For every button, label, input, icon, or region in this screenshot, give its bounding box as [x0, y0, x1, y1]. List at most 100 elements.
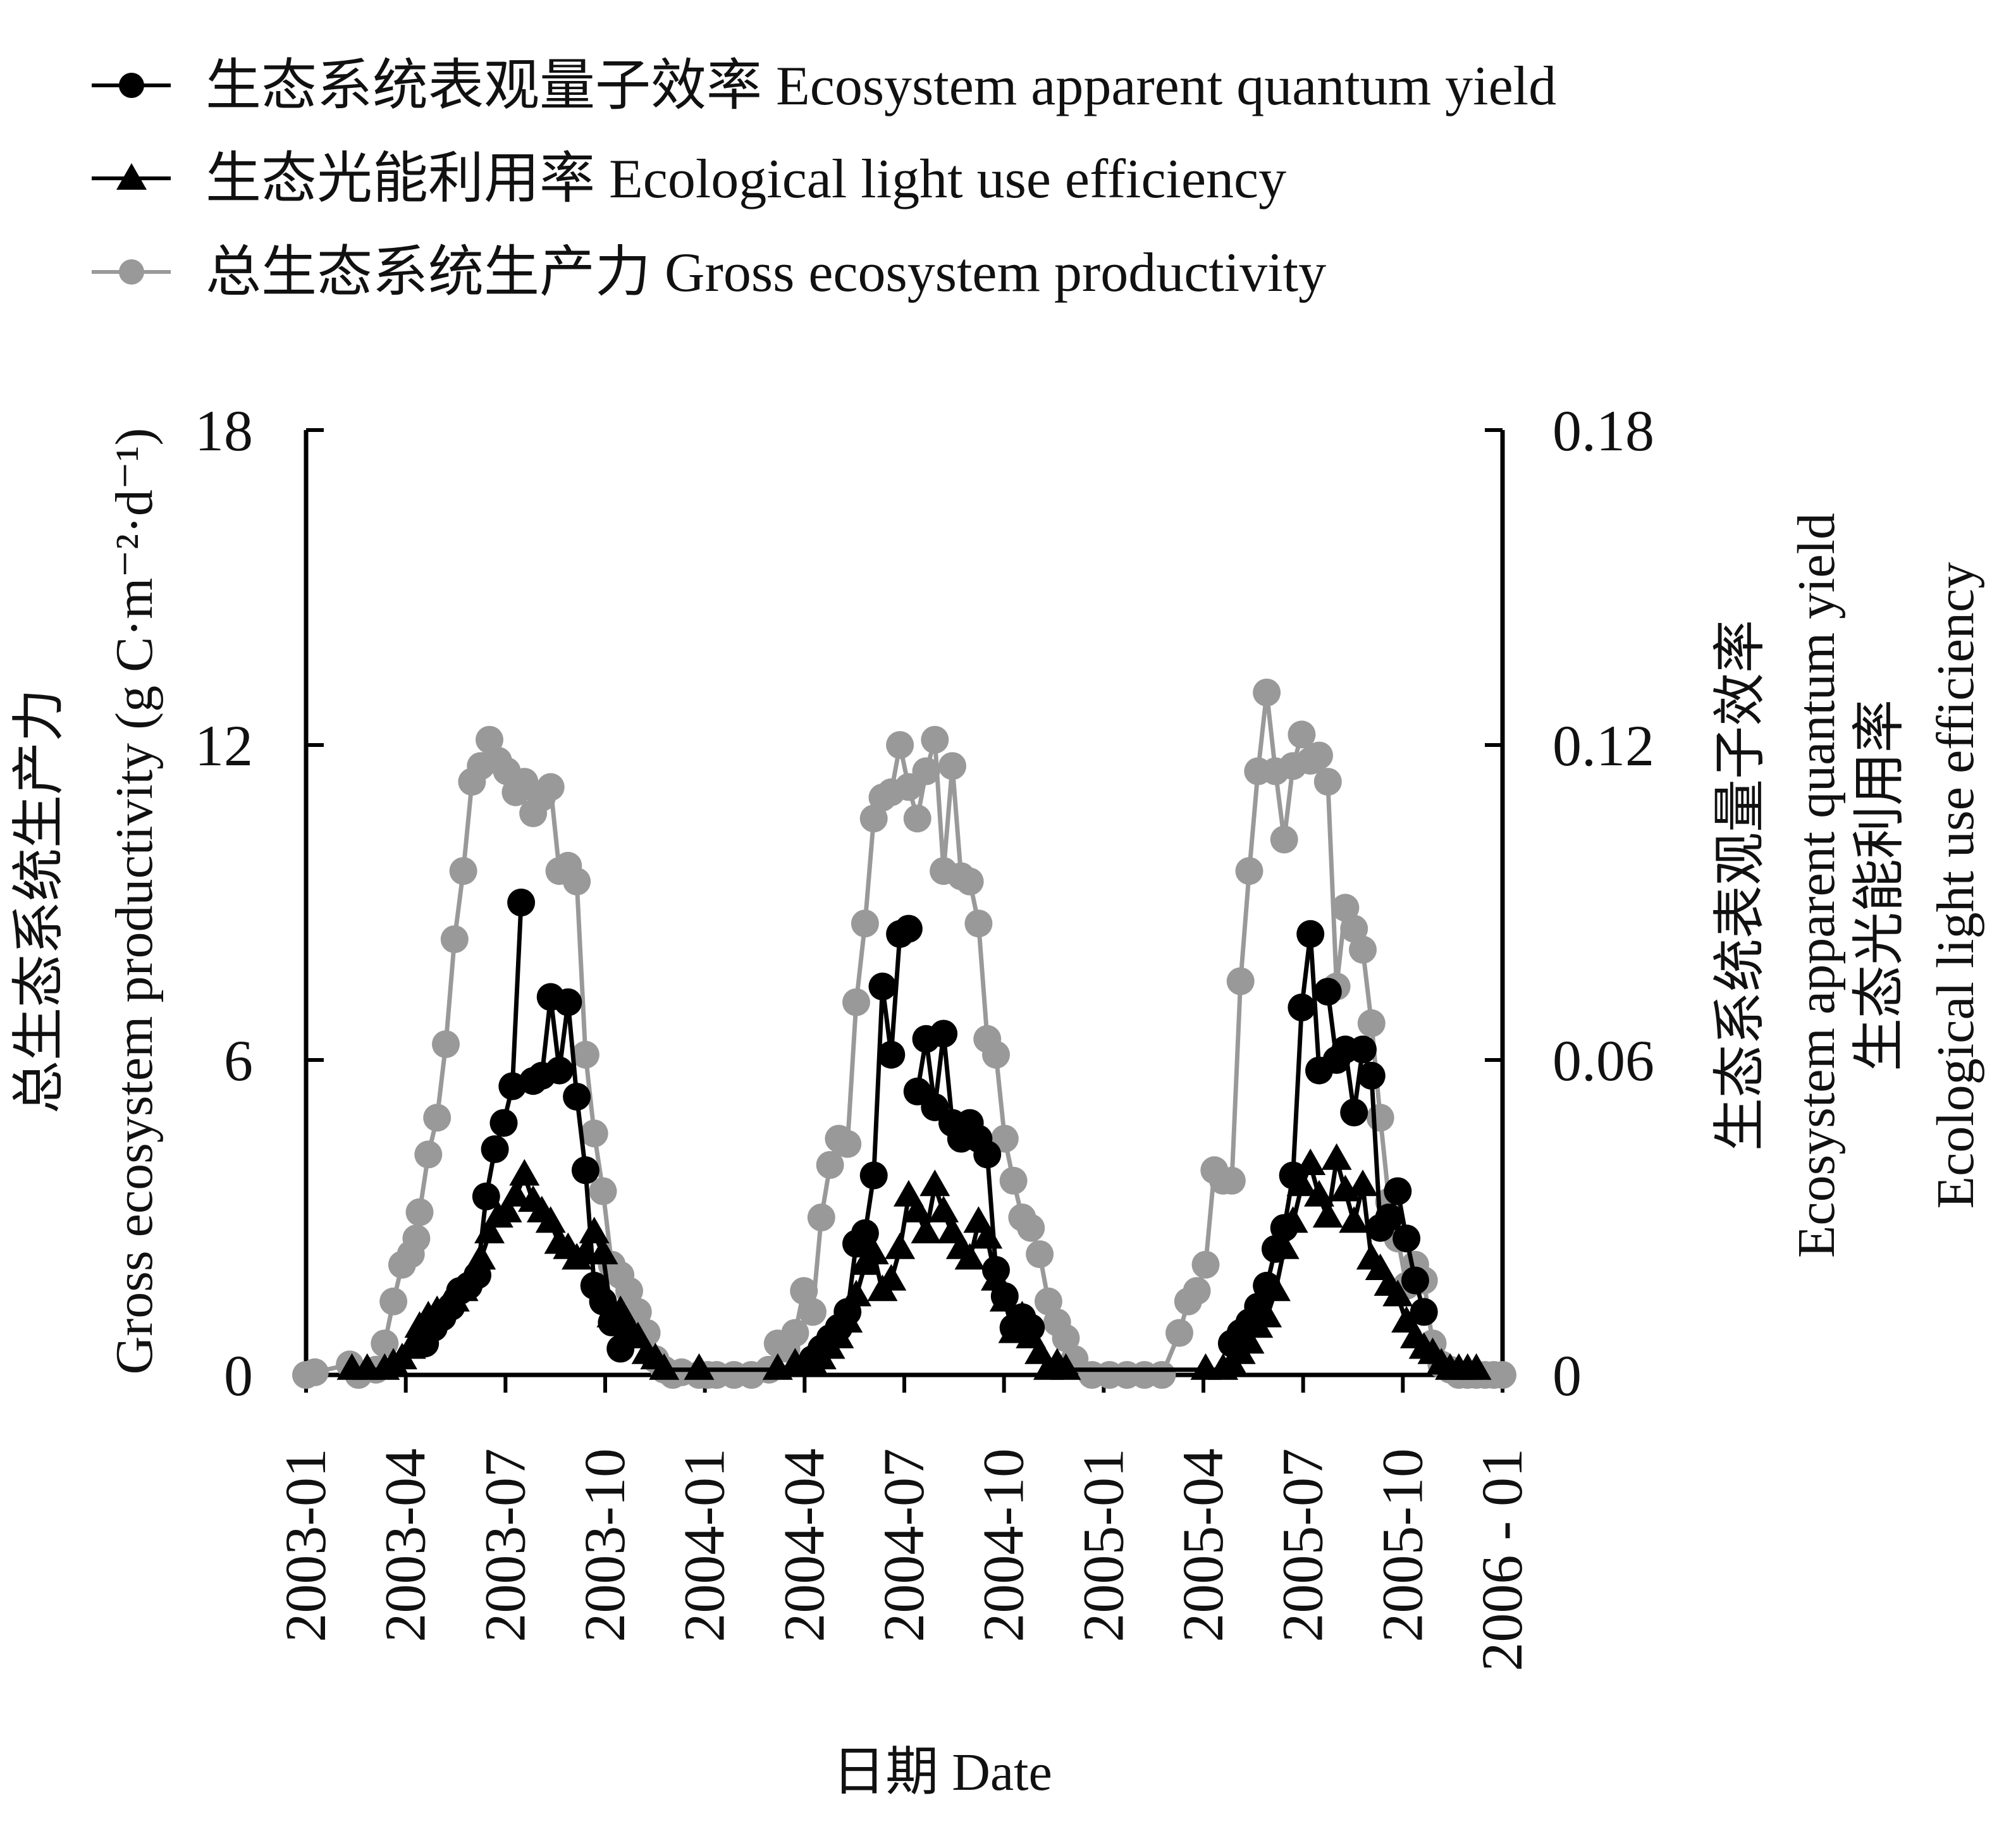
gep-point	[1226, 967, 1255, 995]
x-tick-label: 2004-10	[971, 1448, 1036, 1642]
light-use-point	[457, 1259, 488, 1286]
quantum-yield-point	[877, 1040, 906, 1069]
gep-point	[982, 1040, 1010, 1069]
legend-marker-light-use	[116, 163, 147, 190]
light-use-point	[989, 1284, 1020, 1312]
gep-point	[402, 1224, 431, 1253]
legend-label-gep: 总生态系统生产力 Gross ecosystem productivity	[206, 242, 1326, 304]
right-y-title-en-1: Ecosystem apparent quantum yield	[1787, 513, 1846, 1258]
gep-point	[414, 1140, 443, 1169]
light-use-point	[649, 1353, 680, 1380]
left-y-title: 总生态系统生产力	[10, 689, 69, 1114]
gep-point	[449, 857, 477, 885]
x-tick-label: 2003-01	[273, 1448, 338, 1642]
right-y-title-3: 生态光能利用率	[1850, 699, 1909, 1071]
gep-point	[807, 1204, 835, 1231]
gep-point	[781, 1319, 809, 1347]
gep-point	[1288, 720, 1316, 749]
light-use-point	[1269, 1232, 1300, 1259]
gep-point	[1253, 679, 1281, 706]
gep-point	[842, 988, 870, 1016]
gep-point	[956, 867, 984, 896]
quantum-yield-point	[1288, 994, 1316, 1021]
light-use-point	[500, 1180, 531, 1207]
legend-item-quantum-yield: 生态系统表观量子效率 Ecosystem apparent quantum yi…	[92, 56, 1556, 117]
gep-point	[859, 804, 888, 833]
gep-point	[563, 867, 591, 896]
gep-point	[799, 1298, 827, 1326]
legend-label-quantum-yield: 生态系统表观量子效率 Ecosystem apparent quantum yi…	[206, 56, 1556, 117]
x-tick-label: 2004-01	[672, 1448, 737, 1642]
gep-point	[1235, 857, 1263, 885]
light-use-point	[919, 1169, 950, 1197]
gep-point	[405, 1198, 434, 1226]
gep-point	[615, 1277, 643, 1305]
legend-item-light-use: 生态光能利用率 Ecological light use efficiency	[92, 149, 1286, 210]
light-use-point	[928, 1195, 959, 1223]
legend-marker-gep	[119, 259, 144, 285]
quantum-yield-point	[930, 1019, 958, 1048]
quantum-yield-point	[973, 1140, 1002, 1169]
quantum-yield-point	[1384, 1177, 1412, 1205]
light-use-point	[876, 1264, 907, 1291]
light-use-point	[885, 1232, 916, 1259]
light-use-point	[1461, 1353, 1492, 1380]
gep-point	[1366, 1104, 1394, 1132]
light-use-point	[1295, 1149, 1326, 1175]
gep-point	[1183, 1277, 1211, 1305]
gep-point	[1270, 825, 1298, 854]
light-use-point	[1234, 1327, 1265, 1354]
left-y-title-en-group: Gross ecosystem productivity (g C·m⁻²·d⁻…	[105, 428, 164, 1375]
gep-point	[1357, 1009, 1386, 1037]
gep-point	[1165, 1319, 1193, 1347]
quantum-yield-point	[1296, 920, 1325, 948]
gep-point	[938, 752, 966, 780]
quantum-yield-point	[472, 1182, 500, 1210]
quantum-yield-point	[851, 1219, 879, 1247]
quantum-yield-point	[1313, 978, 1342, 1006]
light-use-point	[1304, 1180, 1334, 1207]
light-use-point	[902, 1195, 933, 1223]
right-y-title-en-2: Ecological light use efficiency	[1926, 562, 1985, 1209]
gep-point	[903, 804, 931, 833]
quantum-yield-point	[481, 1135, 509, 1164]
x-tick-label: 2005-04	[1171, 1448, 1235, 1642]
left-y-title-zh: 总生态系统生产力	[10, 689, 69, 1114]
light-use-point	[1050, 1353, 1081, 1380]
light-use-point	[981, 1264, 1011, 1291]
legend-item-gep: 总生态系统生产力 Gross ecosystem productivity	[92, 242, 1326, 304]
x-tick-label: 2005-07	[1270, 1448, 1335, 1642]
gep-point	[851, 909, 879, 938]
light-use-point	[998, 1316, 1029, 1343]
gep-point	[886, 731, 914, 759]
right-tick-label: 0.18	[1552, 398, 1654, 463]
x-tick-label: 2005-10	[1370, 1448, 1434, 1642]
quantum-yield-point	[1357, 1061, 1386, 1090]
gep-point	[816, 1151, 844, 1179]
light-use-point	[684, 1353, 715, 1380]
x-tick-label: 2003-10	[572, 1448, 637, 1642]
gep-point	[912, 757, 940, 785]
quantum-yield-point	[1349, 1035, 1377, 1064]
x-tick-label: 2003-04	[373, 1448, 438, 1642]
gep-point	[1034, 1287, 1062, 1315]
light-use-point	[823, 1321, 854, 1348]
light-use-point	[1277, 1206, 1308, 1233]
quantum-yield-point	[1401, 1266, 1429, 1295]
right-y-title-zh-2: 生态光能利用率	[1850, 699, 1909, 1071]
gep-point	[1191, 1250, 1220, 1279]
quantum-yield-point	[894, 915, 923, 943]
light-use-point	[1286, 1169, 1317, 1197]
light-use-point	[1251, 1300, 1282, 1327]
gep-point	[580, 1119, 608, 1148]
gep-point	[921, 725, 949, 754]
gep-point	[1148, 1361, 1176, 1389]
left-y-ticks: 0 6 12 18	[195, 398, 324, 1408]
quantum-yield-point	[507, 889, 536, 916]
gep-point	[1489, 1361, 1516, 1389]
gep-point	[423, 1104, 452, 1132]
gep-point	[476, 725, 503, 754]
light-use-point	[1339, 1206, 1370, 1233]
light-use-point	[954, 1243, 985, 1270]
